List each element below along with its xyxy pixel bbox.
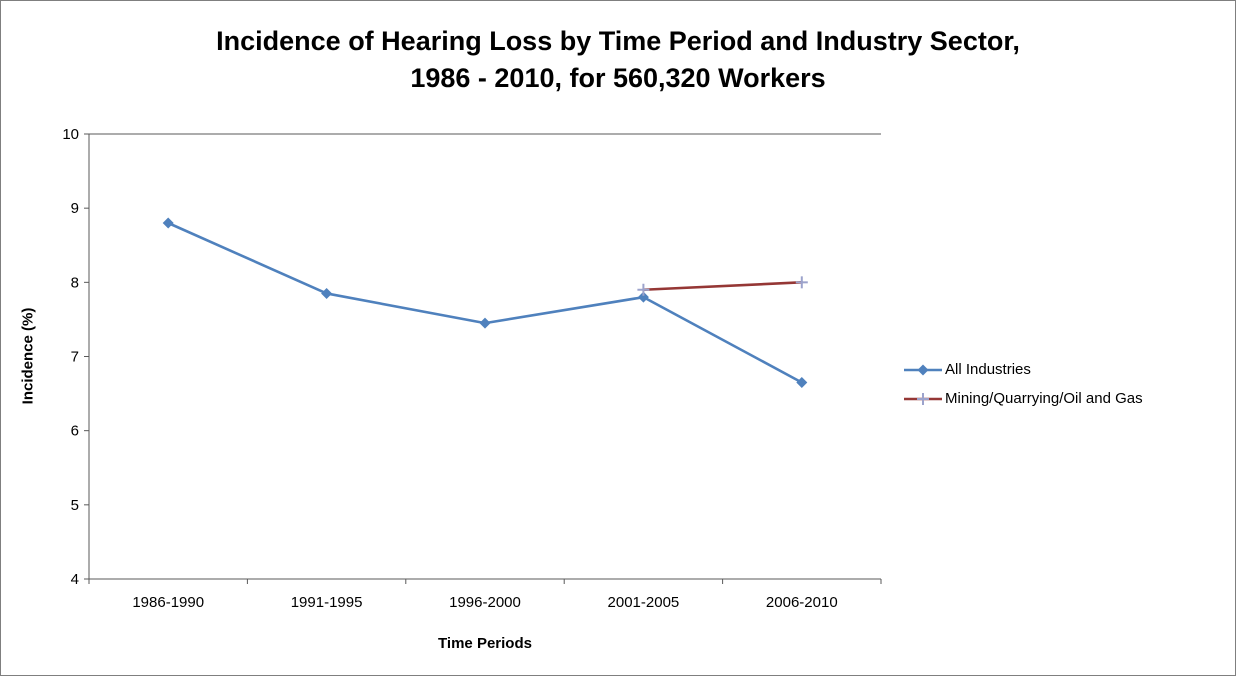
x-tick-label: 1986-1990	[132, 594, 204, 611]
y-tick-label: 6	[71, 423, 79, 440]
diamond-marker-icon	[479, 317, 491, 329]
x-tick-label: 1996-2000	[449, 594, 521, 611]
y-tick-label: 7	[71, 349, 79, 366]
legend-item-mining: Mining/Quarrying/Oil and Gas	[904, 390, 1143, 407]
chart-title-line2: 1986 - 2010, for 560,320 Workers	[410, 63, 826, 93]
y-axis-title: Incidence (%)	[19, 307, 37, 405]
y-tick-label: 5	[71, 497, 79, 514]
legend-marker-mining	[904, 392, 942, 405]
plus-marker-icon	[795, 276, 808, 289]
chart-title: Incidence of Hearing Loss by Time Period…	[1, 23, 1235, 97]
chart-legend: All Industries Mining/Quarrying/Oil and …	[904, 361, 1143, 407]
x-tick-label: 2006-2010	[766, 594, 838, 611]
series-line-1	[642, 281, 804, 292]
diamond-marker-icon	[796, 376, 808, 388]
y-tick-label: 9	[71, 200, 79, 217]
y-tick-label: 8	[71, 274, 79, 291]
legend-label-all-industries: All Industries	[945, 361, 1031, 378]
x-axis-title: Time Periods	[438, 635, 532, 652]
plus-marker-icon	[637, 283, 650, 296]
y-tick-label: 10	[62, 126, 79, 143]
series-line-0	[166, 221, 804, 384]
diamond-marker-icon	[321, 287, 333, 299]
plus-marker-icon	[917, 392, 929, 405]
diamond-marker-icon	[917, 364, 929, 375]
legend-item-all-industries: All Industries	[904, 361, 1143, 378]
legend-label-mining: Mining/Quarrying/Oil and Gas	[945, 390, 1143, 407]
diamond-marker-icon	[637, 291, 649, 303]
diamond-marker-icon	[162, 217, 174, 229]
x-tick-label: 2001-2005	[608, 594, 680, 611]
chart-title-line1: Incidence of Hearing Loss by Time Period…	[216, 26, 1020, 56]
y-tick-label: 4	[71, 571, 79, 588]
legend-marker-all-industries	[904, 364, 942, 375]
x-tick-label: 1991-1995	[291, 594, 363, 611]
